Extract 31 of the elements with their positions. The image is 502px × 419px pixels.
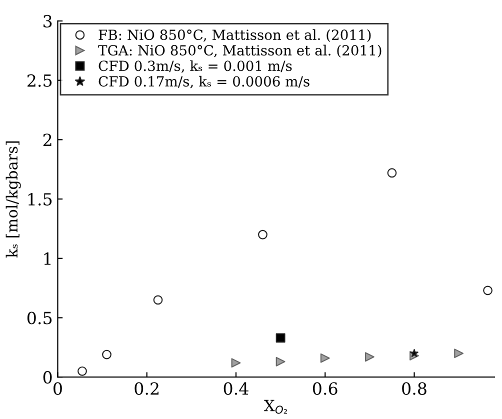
legend-label: TGA: NiO 850°C, Mattisson et al. (2011) [98,44,382,58]
x-tick-label: 0.2 [134,382,158,395]
y-tick-label: 2 [43,134,52,146]
point [153,295,163,305]
x-tick-label: 0.8 [402,382,426,395]
point [320,353,330,363]
point [258,230,268,240]
x-axis-title: X$_{O₂}$ [264,400,288,414]
x-tick-label: 0.6 [312,382,338,395]
legend-label: CFD 0.17m/s, kₛ = 0.0006 m/s [98,76,310,88]
point [410,349,418,357]
y-tick-label: 3 [44,14,52,28]
y-tick-label: 0.5 [27,312,52,324]
y-tick-label: 2.5 [27,74,52,87]
y-tick-label: 1 [44,252,50,265]
point [231,358,241,368]
point [276,333,286,343]
point [387,168,397,178]
point [454,348,464,358]
point [276,356,286,366]
y-tick-label: 0 [43,371,52,384]
x-tick-label: 0 [54,382,62,395]
legend-label: FB: NiO 850°C, Mattisson et al. (2011) [98,29,371,42]
y-tick-label: 1.5 [28,192,52,206]
x-tick-label: 0.4 [224,382,248,395]
y-axis-title: kₛ [mol/kgbars] [6,141,21,258]
point [483,286,493,296]
point [102,350,112,360]
point [78,366,87,376]
point [364,352,374,362]
legend-label: CFD 0.3m/s, kₛ = 0.001 m/s [98,60,292,73]
